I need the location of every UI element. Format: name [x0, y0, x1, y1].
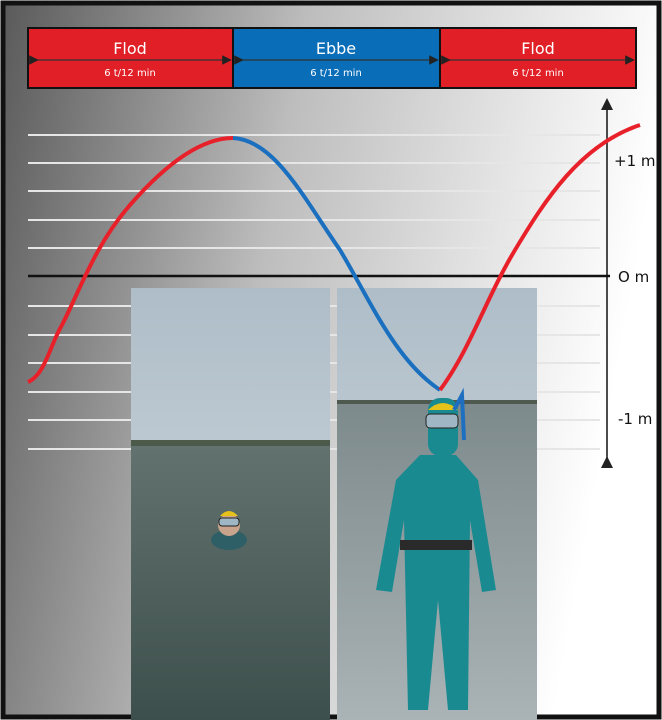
phase-box	[440, 28, 636, 88]
phase-bar: Flod 6 t/12 min Ebbe 6 t/12 min Flod 6 t…	[28, 28, 636, 88]
phase-duration: 6 t/12 min	[310, 68, 362, 79]
phase-box	[233, 28, 440, 88]
level-label: O m	[618, 268, 649, 286]
frame	[3, 3, 659, 717]
phase-box	[28, 28, 233, 88]
phase-label: Flod	[521, 39, 555, 58]
tide-diagram: Flod 6 t/12 min Ebbe 6 t/12 min Flod 6 t…	[0, 0, 662, 720]
photo-swimmer	[131, 288, 330, 720]
phase-label: Flod	[113, 39, 147, 58]
photo-diver	[337, 288, 537, 720]
phase-label: Ebbe	[316, 39, 356, 58]
phase-duration: 6 t/12 min	[512, 68, 564, 79]
phase-duration: 6 t/12 min	[104, 68, 156, 79]
level-label: +1 m	[614, 152, 656, 170]
level-label: -1 m	[618, 410, 652, 428]
